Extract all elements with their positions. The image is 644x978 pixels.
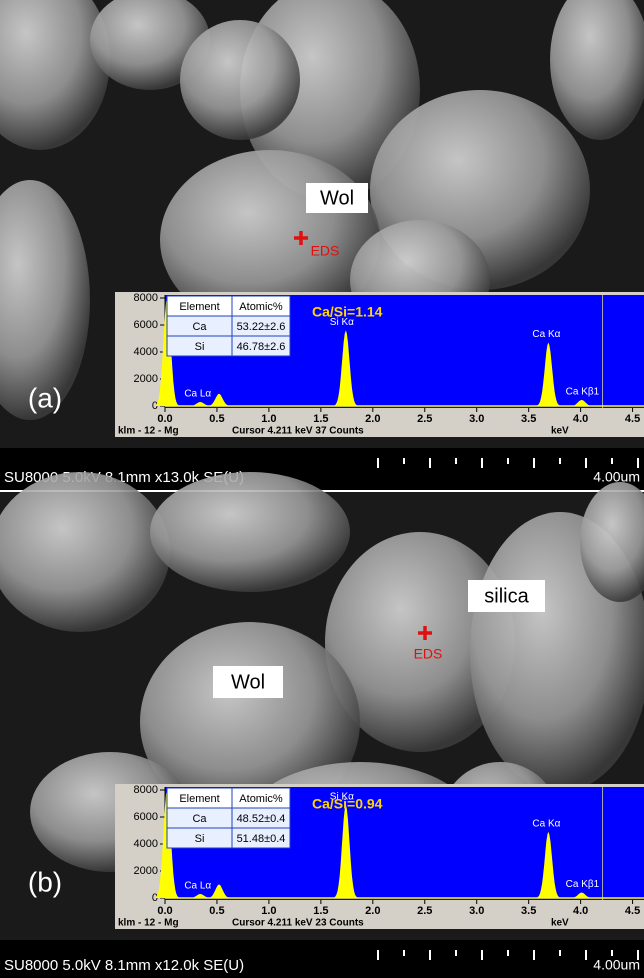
footer: klm - 12 - Mg [118,426,179,437]
peak-label: Ca Kβ1 [566,387,600,398]
x-tick-label: 0.5 [209,413,224,425]
x-axis-label: keV [551,918,569,929]
x-tick-label: 1.5 [313,413,328,425]
annotation: Wol [231,671,265,693]
particle [180,20,300,140]
footer: Cursor 4.211 keV 23 Counts [232,918,364,929]
table-text: 46.78±2.6 [237,341,286,353]
x-tick-label: 3.5 [521,905,536,917]
peak-label: Ca Kβ1 [566,879,600,890]
annotation: EDS [414,646,443,662]
x-tick-label: 2.0 [365,905,380,917]
peak-label: Ca Lα [184,389,211,400]
x-tick-label: 3.0 [469,413,484,425]
y-tick-label: 8000 [134,784,158,796]
x-tick-label: 3.5 [521,413,536,425]
x-tick-label: 1.0 [261,905,276,917]
y-tick-label: 2000 [134,865,158,877]
x-tick-label: 3.0 [469,905,484,917]
x-tick-label: 4.5 [625,905,640,917]
scale-label: 4.00um [593,957,640,973]
table-text: 48.52±0.4 [237,813,286,825]
footer: Cursor 4.211 keV 37 Counts [232,426,364,437]
y-tick-label: 6000 [134,811,158,823]
table-text: Si [195,341,205,353]
x-tick-label: 0.0 [157,413,172,425]
y-tick-label: 8000 [134,292,158,304]
figure: WolEDS(a)SU8000 5.0kV 8.1mm x13.0k SE(U)… [0,0,644,978]
footer: klm - 12 - Mg [118,918,179,929]
x-tick-label: 2.0 [365,413,380,425]
annotation: silica [484,585,529,607]
table-text: Element [179,301,219,313]
y-tick-label: 6000 [134,319,158,331]
panel-label: (a) [28,382,62,413]
x-tick-label: 4.0 [573,413,588,425]
table-text: Element [179,793,219,805]
x-tick-label: 2.5 [417,905,432,917]
x-axis-label: keV [551,426,569,437]
annotation: EDS [311,243,340,259]
table-text: Si [195,833,205,845]
panel-label: (b) [28,866,62,897]
table-text: Ca [192,813,207,825]
x-tick-label: 4.5 [625,413,640,425]
table-text: Ca [192,321,207,333]
annotation: Wol [320,187,354,209]
panel: silica Wol EDS (b) SU8000 5.0kV 8.1mm x12.0k… [0,472,644,978]
x-tick-label: 4.0 [573,905,588,917]
instrument-info: SU8000 5.0kV 8.1mm x12.0k SE(U) [4,957,244,974]
x-tick-label: 1.0 [261,413,276,425]
peak-label: Ca Kα [532,818,560,829]
ratio-label: Ca/Si=1.14 [312,304,383,320]
peak-label: Ca Kα [532,329,560,340]
y-tick-label: 2000 [134,373,158,385]
particle [150,472,350,592]
x-tick-label: 2.5 [417,413,432,425]
y-tick-label: 4000 [134,346,158,358]
page: WolEDS(a)SU8000 5.0kV 8.1mm x13.0k SE(U)… [0,0,644,978]
table-text: 53.22±2.6 [237,321,286,333]
ratio-label: Ca/Si=0.94 [312,796,383,812]
x-tick-label: 0.5 [209,905,224,917]
table-text: Atomic% [239,301,283,313]
y-tick-label: 4000 [134,838,158,850]
x-tick-label: 1.5 [313,905,328,917]
table-text: 51.48±0.4 [237,833,286,845]
peak-label: Ca Lα [184,881,211,892]
x-tick-label: 0.0 [157,905,172,917]
table-text: Atomic% [239,793,283,805]
